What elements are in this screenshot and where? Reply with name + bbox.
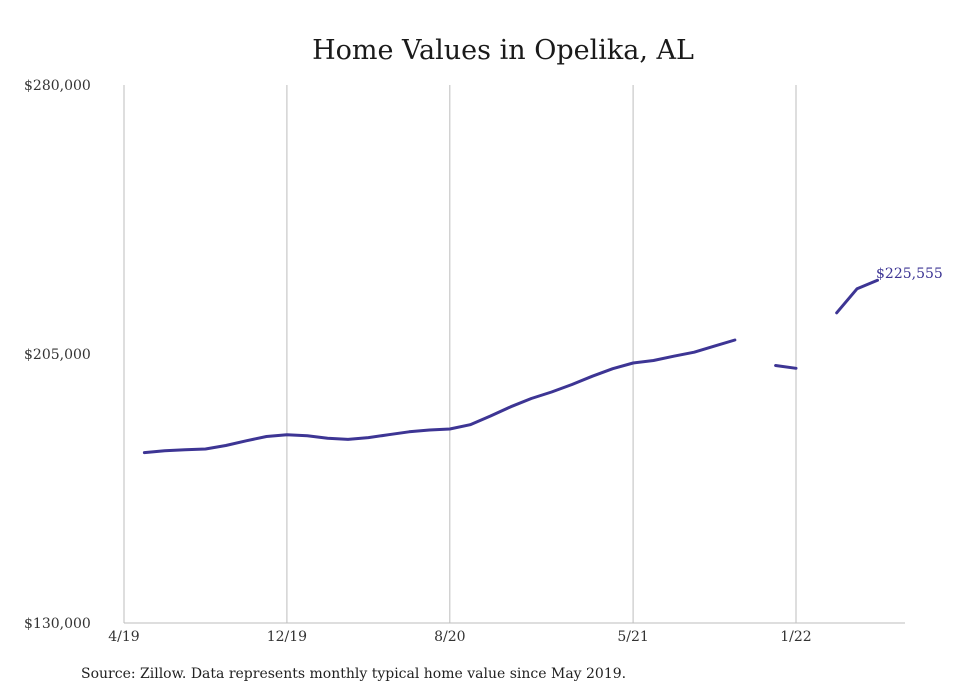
x-tick-label: 8/20 — [434, 629, 465, 645]
y-axis-ticks: $280,000 $205,000 $130,000 — [24, 78, 91, 632]
series-lines — [142, 278, 879, 455]
y-tick-label: $205,000 — [24, 347, 91, 363]
x-tick-label: 4/19 — [108, 629, 139, 645]
series-line-segment-0 — [142, 338, 737, 455]
x-axis-ticks: 4/19 12/19 8/20 5/21 1/22 — [108, 629, 811, 645]
series-line-segment-2 — [835, 278, 879, 315]
gridlines — [123, 85, 905, 624]
x-tick-label: 1/22 — [780, 629, 811, 645]
x-tick-label: 12/19 — [267, 629, 307, 645]
y-tick-label: $130,000 — [24, 616, 91, 632]
y-tick-label: $280,000 — [24, 78, 91, 94]
x-tick-label: 5/21 — [617, 629, 648, 645]
series-line-segment-1 — [774, 364, 798, 370]
chart-title: Home Values in Opelika, AL — [312, 35, 694, 66]
end-value-label: $225,555 — [876, 266, 943, 282]
source-note: Source: Zillow. Data represents monthly … — [81, 666, 627, 682]
